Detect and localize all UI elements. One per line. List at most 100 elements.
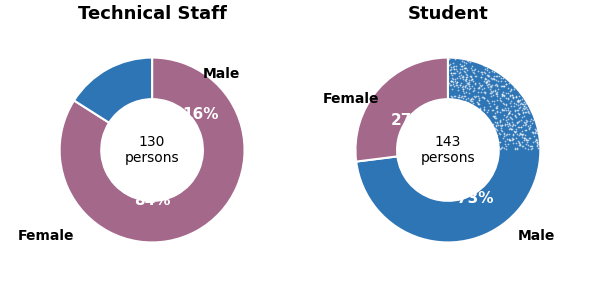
Wedge shape	[74, 58, 152, 123]
Point	[504, 122, 514, 127]
Point	[515, 112, 524, 116]
Point	[503, 97, 512, 101]
Point	[515, 139, 524, 144]
Point	[482, 83, 492, 88]
Point	[506, 103, 516, 108]
Point	[509, 101, 518, 106]
Point	[466, 98, 475, 103]
Point	[509, 95, 518, 100]
Point	[483, 85, 493, 90]
Point	[491, 74, 501, 78]
Point	[526, 116, 536, 121]
Point	[446, 79, 456, 84]
Point	[465, 85, 475, 90]
Text: Male: Male	[203, 67, 241, 81]
Point	[464, 87, 474, 92]
Point	[473, 85, 482, 90]
Point	[475, 98, 484, 103]
Text: 16%: 16%	[182, 107, 218, 122]
Point	[443, 74, 453, 79]
Point	[503, 117, 513, 122]
Point	[464, 80, 474, 85]
Point	[512, 131, 522, 136]
Point	[444, 56, 454, 61]
Text: 27%: 27%	[391, 113, 427, 128]
Point	[446, 93, 456, 98]
Point	[510, 114, 520, 118]
Point	[499, 83, 508, 88]
Point	[532, 139, 542, 144]
Point	[487, 77, 497, 82]
Wedge shape	[59, 58, 245, 242]
Point	[458, 85, 467, 90]
Point	[493, 123, 503, 128]
Point	[506, 116, 515, 121]
Point	[520, 127, 530, 132]
Point	[488, 122, 498, 126]
Point	[515, 142, 525, 147]
Point	[448, 61, 458, 65]
Point	[455, 75, 465, 80]
Point	[499, 146, 509, 150]
Point	[476, 75, 485, 80]
Point	[517, 129, 527, 134]
Point	[482, 98, 492, 102]
Text: 84%: 84%	[134, 193, 170, 208]
Point	[487, 68, 497, 73]
Point	[457, 58, 466, 63]
Point	[464, 81, 473, 86]
Point	[502, 132, 511, 137]
Point	[486, 91, 496, 96]
Point	[481, 80, 490, 84]
Point	[511, 94, 521, 99]
Point	[521, 104, 530, 109]
Point	[458, 87, 468, 92]
Point	[490, 69, 499, 74]
Point	[446, 82, 455, 87]
Point	[502, 115, 511, 120]
Point	[481, 90, 490, 94]
Point	[444, 62, 454, 67]
Point	[521, 128, 530, 133]
Point	[448, 95, 457, 100]
Point	[457, 74, 467, 79]
Point	[477, 72, 487, 76]
Point	[499, 108, 508, 112]
Point	[499, 102, 508, 107]
Point	[472, 106, 482, 111]
Point	[492, 82, 502, 87]
Point	[486, 88, 496, 93]
Point	[484, 73, 493, 77]
Point	[490, 88, 500, 93]
Point	[470, 95, 479, 100]
Point	[456, 73, 466, 78]
Point	[496, 83, 506, 88]
Point	[511, 136, 521, 140]
Point	[524, 126, 534, 131]
Point	[500, 121, 509, 126]
Point	[486, 83, 496, 88]
Point	[476, 75, 486, 80]
Point	[464, 84, 474, 88]
Point	[505, 131, 514, 136]
Point	[455, 70, 465, 74]
Point	[514, 120, 523, 124]
Point	[518, 132, 528, 136]
Point	[479, 106, 489, 111]
Point	[511, 126, 521, 131]
Point	[481, 80, 491, 85]
Point	[467, 102, 476, 107]
Point	[514, 112, 523, 116]
Point	[526, 143, 535, 148]
Point	[527, 147, 536, 152]
Point	[513, 97, 523, 102]
Point	[461, 79, 471, 84]
Point	[471, 94, 481, 98]
Point	[526, 123, 535, 128]
Point	[503, 114, 512, 119]
Point	[496, 98, 506, 103]
Point	[519, 106, 529, 111]
Point	[452, 80, 461, 85]
Point	[505, 114, 515, 119]
Point	[458, 67, 467, 71]
